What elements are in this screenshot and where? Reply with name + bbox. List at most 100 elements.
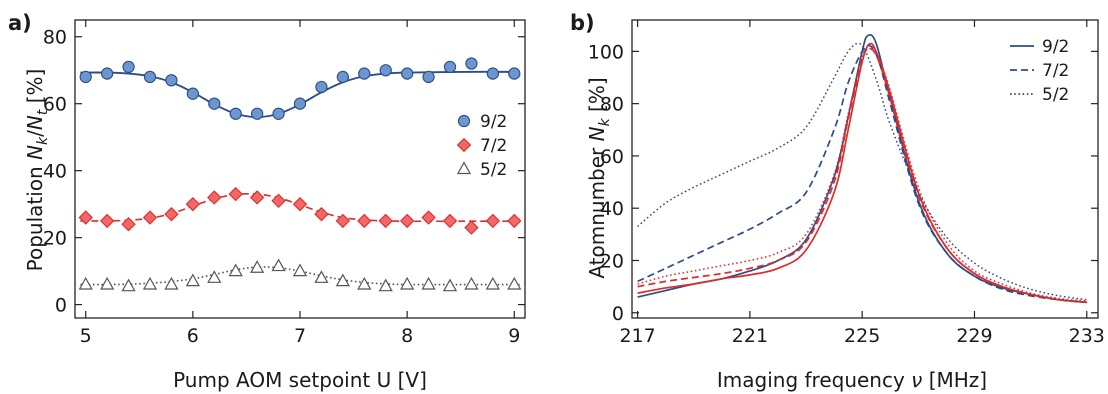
data-point-5-2 [164, 276, 179, 290]
data-point-7-2 [249, 190, 265, 205]
panel-b-y-tick-label: 40 [600, 198, 624, 220]
panel-b-y-tick-label: 20 [600, 250, 624, 272]
data-point-9-2 [465, 57, 478, 70]
data-point-9-2 [122, 60, 135, 74]
data-point-9-2 [443, 60, 457, 74]
data-point-9-2 [508, 67, 521, 80]
data-point-7-2 [78, 210, 93, 225]
data-point-7-2 [464, 220, 479, 235]
data-point-7-2 [271, 193, 286, 208]
panel-b-y-tick-label: 60 [600, 146, 624, 168]
legend-label-7-2: 7/2 [1042, 61, 1069, 81]
data-point-7-2 [399, 213, 415, 229]
data-point-7-2 [357, 213, 372, 229]
curve-red-7-2 [637, 47, 1087, 304]
panel-b-x-axis-title: Imaging frequency ν [MHz] [717, 368, 987, 392]
panel-a-y-tick-label: 0 [55, 295, 67, 317]
data-point-7-2 [314, 207, 329, 222]
legend-label-5-2: 5/2 [1042, 85, 1069, 105]
curve-blue-5-2 [637, 42, 1087, 301]
panel-b-y-tick-label: 0 [612, 303, 624, 325]
data-point-5-2 [378, 278, 393, 292]
data-point-7-2 [292, 196, 308, 212]
panel-b-legend: 9/2 7/2 5/2 [1010, 37, 1069, 105]
data-point-5-2 [185, 273, 200, 287]
panel-a-data-points [78, 57, 522, 292]
legend-label-5-2: 5/2 [480, 160, 507, 180]
data-point-7-2 [485, 213, 501, 229]
data-point-5-2 [142, 276, 158, 290]
data-point-5-2 [357, 276, 372, 290]
data-point-9-2 [229, 107, 242, 120]
data-point-9-2 [293, 97, 307, 110]
data-point-7-2 [99, 213, 115, 229]
panel-b-y-tick-label: 80 [600, 94, 624, 116]
panel-a-y-tick-label: 20 [43, 228, 67, 250]
data-point-5-2 [464, 276, 479, 290]
data-point-7-2 [142, 210, 158, 225]
data-point-5-2 [400, 276, 415, 290]
data-point-9-2 [143, 70, 157, 84]
data-point-9-2 [379, 64, 392, 77]
data-point-5-2 [228, 263, 243, 277]
data-point-9-2 [250, 107, 264, 120]
data-point-5-2 [335, 273, 350, 287]
legend-marker-9-2 [457, 114, 471, 128]
data-point-5-2 [314, 270, 329, 283]
panel-a-axes: 5 6 7 8 9 0 20 40 60 80 [43, 19, 526, 347]
curve-blue-9-2 [637, 33, 1087, 304]
panel-b-x-tick-label: 225 [844, 325, 880, 347]
legend-label-7-2: 7/2 [480, 136, 507, 156]
data-point-5-2 [100, 276, 115, 290]
data-point-9-2 [272, 107, 285, 120]
data-point-7-2 [228, 186, 243, 202]
data-point-5-2 [292, 263, 308, 277]
panel-a-x-axis-title: Pump AOM setpoint U [V] [173, 368, 427, 392]
data-point-7-2 [421, 210, 436, 225]
data-point-7-2 [378, 213, 393, 229]
data-point-5-2 [421, 276, 436, 290]
panel-b-plot-frame [631, 19, 1099, 319]
data-point-7-2 [442, 213, 458, 229]
data-point-7-2 [185, 196, 201, 212]
legend-marker-5-2 [456, 161, 472, 175]
panel-a-y-tick-label: 40 [43, 161, 67, 183]
panel-a-population-chart: a) 5 6 7 8 9 0 20 40 60 80 9/2 7/2 5/2 Pump AOM set… [8, 11, 526, 392]
legend-marker-7-2 [456, 137, 472, 153]
panel-a-x-tick-label: 7 [294, 325, 306, 347]
curve-red-5-2 [637, 47, 1087, 302]
data-point-5-2 [250, 260, 265, 273]
panel-b-lines [637, 33, 1087, 304]
panel-a-legend: 9/2 7/2 5/2 [456, 112, 507, 180]
data-point-9-2 [358, 67, 371, 80]
data-point-9-2 [165, 74, 178, 87]
data-point-9-2 [208, 97, 221, 110]
curve-blue-7-2 [637, 44, 1087, 304]
legend-label-9-2: 9/2 [1042, 37, 1069, 57]
data-point-9-2 [336, 70, 350, 84]
data-point-7-2 [121, 217, 136, 232]
panel-b-x-tick-label: 229 [956, 325, 992, 347]
panel-b-y-tick-label: 100 [588, 41, 624, 63]
data-point-9-2 [315, 80, 328, 94]
panel-b-x-tick-label: 233 [1069, 325, 1105, 347]
data-point-9-2 [186, 87, 200, 100]
data-point-9-2 [79, 70, 92, 84]
legend-label-9-2: 9/2 [480, 112, 507, 132]
curve-red-9-2 [637, 42, 1087, 304]
panel-b-label: b) [570, 11, 595, 35]
data-point-5-2 [207, 270, 222, 283]
panel-a-label: a) [8, 11, 32, 35]
data-point-7-2 [207, 190, 222, 205]
data-point-5-2 [485, 276, 500, 290]
panel-b-y-axis-title: Atomnumber Nk [%] [585, 77, 613, 278]
data-point-9-2 [422, 70, 435, 84]
data-point-9-2 [100, 67, 114, 80]
panel-b-atomnumber-chart: b) 217 221 225 229 233 0 20 40 60 80 100 9/2 7/2 5/2… [570, 11, 1105, 392]
data-point-5-2 [78, 276, 93, 290]
panel-a-x-tick-label: 8 [401, 325, 413, 347]
panel-b-x-tick-label: 217 [619, 325, 655, 347]
data-point-9-2 [486, 67, 500, 80]
data-point-5-2 [442, 278, 458, 292]
